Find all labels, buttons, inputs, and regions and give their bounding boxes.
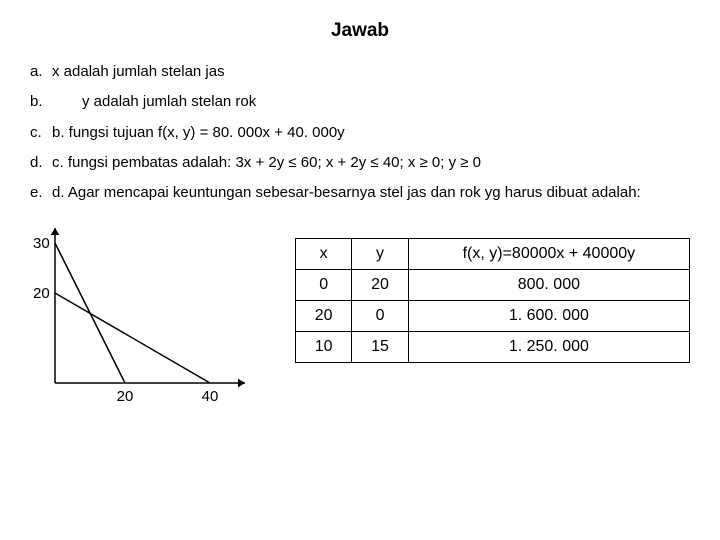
table-header-cell: f(x, y)=80000x + 40000y bbox=[408, 239, 689, 270]
table-cell: 15 bbox=[352, 332, 408, 363]
table-cell: 1. 250. 000 bbox=[408, 332, 689, 363]
list-item: a.x adalah jumlah stelan jas bbox=[30, 62, 690, 82]
graph-area: 30 20 20 40 bbox=[30, 218, 260, 408]
list-marker: b. bbox=[30, 92, 52, 112]
table-row: xyf(x, y)=80000x + 40000y bbox=[296, 239, 690, 270]
list-item: b.y adalah jumlah stelan rok bbox=[30, 92, 690, 112]
page-title: Jawab bbox=[30, 20, 690, 42]
table-cell: 1. 600. 000 bbox=[408, 301, 689, 332]
result-table: xyf(x, y)=80000x + 40000y020800. 0002001… bbox=[295, 238, 690, 363]
list-text: d. Agar mencapai keuntungan sebesar-besa… bbox=[52, 183, 690, 203]
list-text: c. fungsi pembatas adalah: 3x + 2y ≤ 60;… bbox=[52, 153, 690, 173]
svg-text:20: 20 bbox=[117, 388, 134, 405]
table-cell: 10 bbox=[296, 332, 352, 363]
table-header-cell: y bbox=[352, 239, 408, 270]
list-text: b. fungsi tujuan f(x, y) = 80. 000x + 40… bbox=[52, 123, 690, 143]
table-row: 10151. 250. 000 bbox=[296, 332, 690, 363]
list-marker: d. bbox=[30, 153, 52, 173]
list-item: e.d. Agar mencapai keuntungan sebesar-be… bbox=[30, 183, 690, 203]
table-header-cell: x bbox=[296, 239, 352, 270]
table-cell: 0 bbox=[296, 270, 352, 301]
table-row: 020800. 000 bbox=[296, 270, 690, 301]
table-row: 2001. 600. 000 bbox=[296, 301, 690, 332]
item-list: a.x adalah jumlah stelan jasb.y adalah j… bbox=[30, 62, 690, 203]
table-wrap: xyf(x, y)=80000x + 40000y020800. 0002001… bbox=[260, 218, 690, 363]
svg-text:40: 40 bbox=[202, 388, 219, 405]
list-text: y adalah jumlah stelan rok bbox=[52, 92, 690, 112]
table-cell: 20 bbox=[352, 270, 408, 301]
page-container: Jawab a.x adalah jumlah stelan jasb.y ad… bbox=[0, 0, 720, 423]
list-marker: e. bbox=[30, 183, 52, 203]
table-cell: 20 bbox=[296, 301, 352, 332]
list-text: x adalah jumlah stelan jas bbox=[52, 62, 690, 82]
list-marker: c. bbox=[30, 123, 52, 143]
table-cell: 0 bbox=[352, 301, 408, 332]
lower-section: 30202040 xyf(x, y)=80000x + 40000y020800… bbox=[30, 218, 690, 408]
graph-svg: 30 20 20 40 bbox=[30, 218, 260, 408]
svg-text:30: 30 bbox=[33, 235, 50, 252]
list-item: d.c. fungsi pembatas adalah: 3x + 2y ≤ 6… bbox=[30, 153, 690, 173]
table-cell: 800. 000 bbox=[408, 270, 689, 301]
svg-text:20: 20 bbox=[33, 285, 50, 302]
list-marker: a. bbox=[30, 62, 52, 82]
list-item: c.b. fungsi tujuan f(x, y) = 80. 000x + … bbox=[30, 123, 690, 143]
